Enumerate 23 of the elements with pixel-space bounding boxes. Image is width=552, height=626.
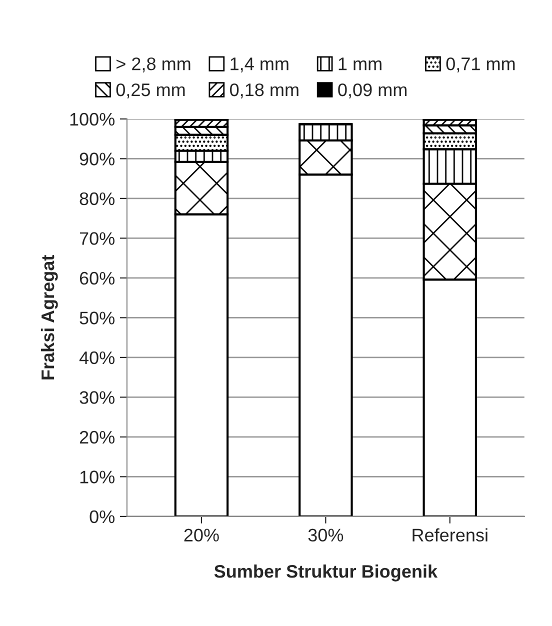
legend-label: 1 mm bbox=[338, 58, 382, 70]
legend-label: 0,09 mm bbox=[338, 83, 407, 98]
x-axis-title: Sumber Struktur Biogenik bbox=[214, 564, 438, 582]
legend-label: 0,71 mm bbox=[446, 57, 515, 72]
legend-label: 1,4 mm bbox=[230, 58, 288, 72]
y-tick-label: 20% bbox=[80, 430, 115, 444]
legend-label: > 2,8 mm bbox=[116, 57, 190, 72]
y-axis-title: Fraksi Agregat bbox=[40, 255, 58, 380]
y-tick-label: 60% bbox=[80, 272, 115, 285]
x-tick-label: Referensi bbox=[412, 528, 488, 542]
x-tick-label: 20% bbox=[184, 528, 219, 542]
legend-label: 0,18 mm bbox=[230, 83, 298, 98]
y-tick-label: 10% bbox=[80, 470, 115, 484]
y-tick-label: 30% bbox=[80, 391, 115, 404]
x-tick-label: 30% bbox=[308, 528, 344, 542]
legend-label: 0,25 mm bbox=[116, 83, 185, 98]
y-tick-label: 70% bbox=[80, 232, 115, 245]
y-tick-label: 50% bbox=[80, 312, 115, 324]
y-tick-label: 80% bbox=[80, 192, 115, 206]
y-tick-label: 0% bbox=[90, 510, 115, 524]
y-tick-label: 90% bbox=[80, 152, 115, 166]
y-tick-label: 40% bbox=[79, 351, 115, 364]
y-tick-label: 100% bbox=[70, 112, 115, 126]
